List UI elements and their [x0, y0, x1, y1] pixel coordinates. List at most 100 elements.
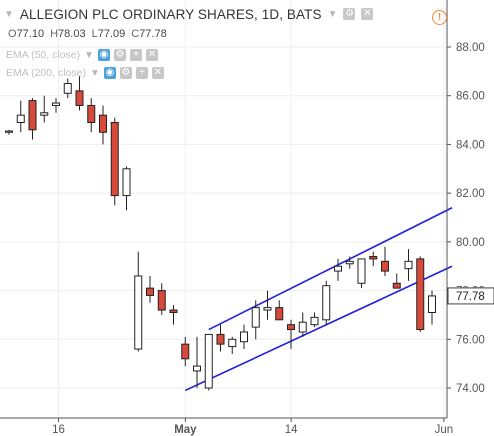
- candle[interactable]: [287, 319, 295, 350]
- close-icon[interactable]: ✕: [151, 67, 164, 79]
- chevron-down-icon[interactable]: ▼: [89, 67, 100, 79]
- candle-body-down: [216, 333, 225, 345]
- candle-body-up: [404, 260, 413, 270]
- symbol-title[interactable]: ALLEGION PLC ORDINARY SHARES, 1D, BATS: [19, 6, 322, 22]
- candle[interactable]: [87, 98, 96, 133]
- candle[interactable]: [263, 290, 272, 320]
- candle[interactable]: [416, 256, 425, 332]
- visibility-icon[interactable]: ◉: [103, 67, 116, 79]
- candle[interactable]: [216, 324, 225, 352]
- price-axis: 74.0076.0078.0080.0082.0084.0086.0088.00…: [446, 0, 494, 418]
- candle[interactable]: [204, 333, 213, 391]
- chart-grid: [0, 0, 447, 418]
- candle[interactable]: [134, 251, 143, 352]
- candle[interactable]: [240, 324, 248, 350]
- candle[interactable]: [310, 312, 319, 328]
- candle-body-up: [322, 285, 331, 321]
- candle[interactable]: [357, 258, 366, 289]
- indicator-label[interactable]: EMA (50, close): [6, 49, 81, 61]
- candle-body-down: [275, 307, 284, 321]
- candle[interactable]: [99, 105, 107, 145]
- visibility-icon[interactable]: ◉: [98, 49, 111, 61]
- add-icon[interactable]: +: [130, 49, 143, 61]
- candle[interactable]: [75, 76, 84, 111]
- time-tick-label: 14: [285, 424, 298, 436]
- chart-title-row: ▼ ALLEGION PLC ORDINARY SHARES, 1D, BATS…: [4, 5, 374, 23]
- candle-body-up: [334, 265, 342, 272]
- chevron-down-icon[interactable]: ▼: [327, 8, 338, 20]
- candle[interactable]: [322, 280, 331, 325]
- candle[interactable]: [52, 98, 60, 113]
- candle[interactable]: [16, 100, 25, 133]
- candle[interactable]: [381, 246, 389, 276]
- candle[interactable]: [392, 273, 401, 289]
- candle[interactable]: [40, 95, 49, 123]
- candles-layer[interactable]: [5, 76, 436, 391]
- candle[interactable]: [181, 336, 190, 367]
- settings-icon[interactable]: ⚙: [119, 67, 132, 79]
- price-tick-label: 88.00: [456, 42, 485, 54]
- collapse-triangle-icon[interactable]: ▼: [4, 8, 14, 20]
- indicator-ema-50[interactable]: EMA (50, close) ▼ ◉ ⚙ + ✕: [6, 49, 159, 61]
- indicator-ema-200[interactable]: EMA (200, close) ▼ ◉ ⚙ + ✕: [6, 67, 164, 79]
- current-price-marker: [447, 287, 494, 305]
- candle[interactable]: [334, 258, 342, 281]
- candle[interactable]: [110, 117, 119, 206]
- candle-body-up: [428, 295, 436, 313]
- close-icon[interactable]: ✕: [146, 49, 159, 61]
- candle[interactable]: [169, 305, 178, 325]
- candle-body-up: [134, 275, 143, 350]
- candle-body-down: [146, 287, 154, 296]
- candle-body-down: [369, 255, 378, 260]
- close-icon[interactable]: ✕: [361, 8, 374, 20]
- indicator-label[interactable]: EMA (200, close): [6, 67, 86, 79]
- settings-icon[interactable]: ⚙: [114, 49, 127, 61]
- price-tick-label: 84.00: [456, 139, 485, 151]
- candle[interactable]: [275, 300, 284, 321]
- candle[interactable]: [298, 312, 307, 337]
- warning-icon[interactable]: !: [432, 10, 447, 25]
- candle-body-up: [52, 102, 60, 106]
- price-tick-label: 80.00: [456, 237, 485, 249]
- candle-body-down: [169, 309, 178, 313]
- candle[interactable]: [193, 336, 201, 388]
- current-price-label: 77.78: [456, 291, 485, 303]
- candle[interactable]: [122, 166, 131, 211]
- candle[interactable]: [146, 275, 154, 303]
- candle[interactable]: [228, 336, 237, 354]
- price-tick-label: 76.00: [456, 334, 485, 346]
- candle[interactable]: [63, 78, 72, 99]
- candle-body-up: [193, 365, 201, 372]
- price-tick-label: 86.00: [456, 91, 485, 103]
- candle-body-up: [298, 321, 307, 333]
- candle-body-up: [345, 260, 354, 265]
- candle[interactable]: [28, 98, 37, 140]
- low-value: L77.09: [91, 28, 126, 40]
- candle[interactable]: [428, 290, 436, 325]
- candle-body-up: [40, 112, 49, 116]
- candle-body-down: [181, 343, 190, 360]
- candle-body-down: [381, 260, 389, 272]
- candle-body-up: [204, 333, 213, 389]
- time-tick-label: 16: [52, 424, 65, 436]
- candle[interactable]: [251, 300, 260, 340]
- candle[interactable]: [345, 256, 354, 269]
- add-icon[interactable]: +: [135, 67, 148, 79]
- candle[interactable]: [404, 249, 413, 281]
- candle[interactable]: [369, 251, 378, 267]
- candle-body-down: [87, 104, 96, 124]
- ohlc-values: O77.10 H78.03 L77.09 C77.78: [8, 28, 167, 40]
- settings-icon[interactable]: ⚙: [343, 8, 356, 20]
- candle-body-up: [5, 130, 13, 133]
- candle-body-up: [16, 114, 25, 124]
- candle-body-up: [251, 307, 260, 328]
- trend-channel[interactable]: [184, 207, 453, 392]
- candle-body-down: [416, 258, 425, 331]
- candle-body-down: [392, 282, 401, 289]
- chevron-down-icon[interactable]: ▼: [84, 49, 95, 61]
- candle-body-down: [99, 114, 107, 133]
- candle[interactable]: [157, 283, 166, 315]
- open-value: O77.10: [8, 28, 45, 40]
- candle[interactable]: [5, 129, 13, 135]
